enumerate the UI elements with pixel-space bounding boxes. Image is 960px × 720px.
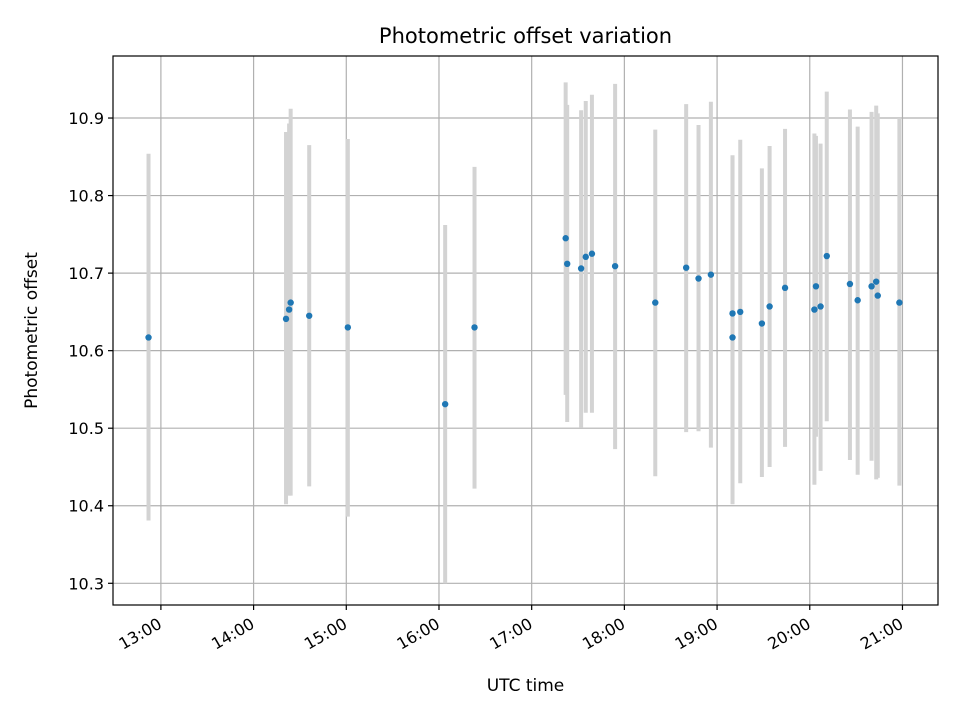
y-axis-title: Photometric offset	[22, 252, 42, 409]
data-point	[306, 312, 313, 319]
data-point	[823, 252, 830, 260]
data-point	[562, 235, 569, 242]
data-point	[812, 283, 820, 290]
data-point	[873, 278, 880, 285]
data-point	[868, 283, 875, 290]
data-point	[145, 334, 152, 341]
x-axis-title: UTC time	[487, 676, 565, 696]
data-point	[781, 284, 789, 292]
data-point	[682, 264, 690, 271]
data-point	[758, 320, 766, 327]
data-point	[854, 297, 861, 304]
y-tick-label: 10.5	[68, 419, 104, 438]
y-tick-label: 10.6	[68, 342, 104, 361]
data-point	[652, 299, 659, 306]
data-point	[344, 324, 352, 331]
data-point	[846, 280, 854, 288]
data-point	[582, 253, 589, 261]
data-point	[577, 265, 585, 272]
y-tick-label: 10.4	[68, 497, 104, 516]
chart-title: Photometric offset variation	[379, 24, 672, 48]
y-tick-label: 10.7	[68, 264, 104, 283]
data-point	[737, 308, 744, 316]
y-tick-label: 10.8	[68, 187, 104, 206]
plot-frame	[112, 55, 939, 606]
data-points	[145, 235, 903, 408]
y-axis-ticks: 10.3 10.4 10.5 10.6 10.7 10.8 10.9	[68, 109, 113, 593]
data-point	[287, 299, 294, 306]
data-point	[588, 250, 596, 257]
data-point	[285, 306, 293, 313]
y-tick-label: 10.3	[68, 574, 104, 593]
data-point	[729, 310, 736, 317]
data-point	[896, 299, 903, 306]
data-point	[811, 306, 818, 313]
data-point	[611, 262, 619, 270]
data-point	[695, 275, 702, 282]
data-point	[441, 400, 449, 408]
data-point	[817, 303, 824, 310]
data-point	[766, 303, 773, 310]
data-point	[729, 334, 736, 341]
data-point	[707, 271, 715, 278]
data-point	[564, 260, 571, 268]
data-point	[874, 292, 881, 299]
data-point	[471, 324, 478, 331]
data-point	[282, 315, 290, 323]
y-tick-label: 10.9	[68, 109, 104, 128]
